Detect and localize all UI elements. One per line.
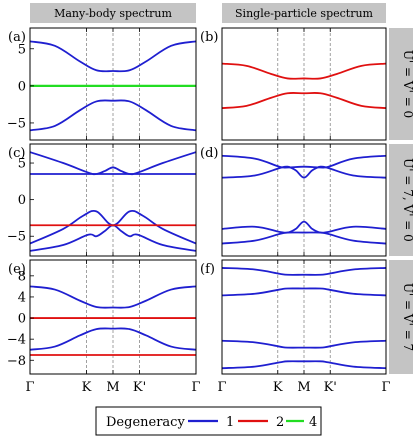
x-tick-label: K' <box>324 380 337 395</box>
series-line-3 <box>221 339 387 349</box>
panel-b: (b) <box>200 27 387 141</box>
y-tick-label: 0 <box>18 193 26 208</box>
y-tick-label: −5 <box>7 230 26 245</box>
panel-label: (f) <box>200 262 215 277</box>
y-tick-label: −4 <box>7 333 26 348</box>
row-label-text-2: U' = 7, V' = 0 <box>401 158 415 242</box>
panel-d: (d) <box>200 143 387 257</box>
series-line-4 <box>221 231 387 245</box>
x-tick-label: Γ <box>191 380 200 395</box>
panel-f: (f) <box>200 259 387 375</box>
x-tick-label: M <box>106 380 119 395</box>
legend-label-4: 4 <box>309 415 317 430</box>
header-single-particle: Single-particle spectrum <box>235 7 374 20</box>
legend-label-1: 1 <box>226 415 234 430</box>
series-line-2 <box>29 327 197 351</box>
series-line-1 <box>221 62 387 80</box>
y-tick-label: 5 <box>18 157 26 172</box>
row-label-3: U' = V' = 7 <box>389 260 415 374</box>
panel-label: (c) <box>8 146 25 161</box>
x-tick-label: M <box>297 380 310 395</box>
legend-title: Degeneracy <box>106 415 185 430</box>
panels: 5 0 −5 (a) (b) 5 0 −5 (c) (d) 8 4 0 −4 −8 (e) (f) <box>7 27 387 375</box>
column-header-single-particle: Single-particle spectrum <box>222 3 386 23</box>
panel-label: (e) <box>8 262 26 277</box>
x-tick-label: K <box>273 380 283 395</box>
x-tick-label: K' <box>133 380 146 395</box>
series-line-1 <box>29 285 197 309</box>
y-tick-label: 0 <box>18 312 26 327</box>
x-tick-labels: Γ K M K' Γ Γ K M K' Γ <box>25 380 390 395</box>
series-line-4 <box>221 360 387 370</box>
series-line-1 <box>221 154 387 169</box>
panel-c: 5 0 −5 (c) <box>7 143 197 257</box>
series-line-2 <box>221 92 387 110</box>
row-label-1: U' = V' = 0 <box>389 28 415 140</box>
panel-label: (b) <box>200 30 218 45</box>
panel-label: (a) <box>8 30 26 45</box>
series-line-3 <box>221 220 387 234</box>
y-tick-label: 0 <box>18 79 26 94</box>
panel-label: (d) <box>200 146 218 161</box>
row-label-2: U' = 7, V' = 0 <box>389 144 415 256</box>
x-tick-label: Γ <box>381 380 390 395</box>
y-tick-label: 4 <box>18 290 26 305</box>
series-line-1 <box>221 267 387 276</box>
x-tick-label: K <box>82 380 92 395</box>
series-line-2 <box>29 99 197 132</box>
y-tick-label: 8 <box>18 269 26 284</box>
series-line-2 <box>221 165 387 179</box>
series-line-2 <box>221 287 387 297</box>
series-line-1 <box>29 40 197 73</box>
y-tick-label: −5 <box>7 116 26 131</box>
y-tick-label: −8 <box>7 354 26 369</box>
column-header-many-body: Many-body spectrum <box>30 3 196 23</box>
panel-a: 5 0 −5 (a) <box>7 27 197 141</box>
x-tick-label: Γ <box>217 380 226 395</box>
legend: Degeneracy 1 2 4 <box>95 406 322 436</box>
row-label-text-1: U' = V' = 0 <box>401 50 415 118</box>
series-line-1 <box>29 151 197 176</box>
row-label-text-3: U' = V' = 7 <box>401 283 415 351</box>
legend-label-2: 2 <box>276 415 284 430</box>
header-many-body: Many-body spectrum <box>54 7 172 20</box>
y-tick-label: 5 <box>18 42 26 57</box>
x-tick-label: Γ <box>25 380 34 395</box>
panel-e: 8 4 0 −4 −8 (e) <box>7 259 197 375</box>
